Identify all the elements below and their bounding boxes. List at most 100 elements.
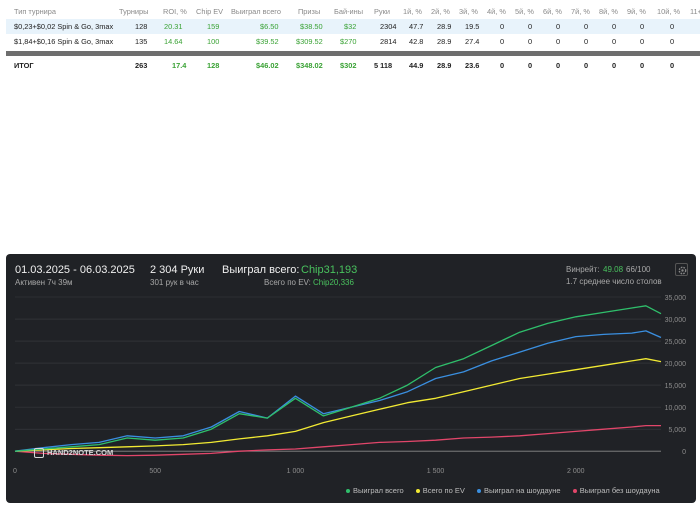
y-tick-label: 5,000 xyxy=(668,427,686,434)
cell-5th: 0 xyxy=(528,37,533,46)
col-header-9th[interactable]: 9й, % xyxy=(627,7,646,16)
y-tick-label: 0 xyxy=(682,449,686,456)
tournament-stats-table: Тип турнира Турниры ROI, % Chip EV Выигр… xyxy=(6,4,700,73)
legend-item-ev[interactable]: Всего по EV xyxy=(415,486,465,495)
col-header-type[interactable]: Тип турнира xyxy=(14,7,56,16)
col-header-1st[interactable]: 1й, % xyxy=(403,7,422,16)
total-prizes: $348.02 xyxy=(296,61,323,70)
cell-7th: 0 xyxy=(584,37,589,46)
logo: HAND2NOTE.COM xyxy=(34,448,113,459)
cell-1st: 47.7 xyxy=(409,22,424,31)
col-header-8th[interactable]: 8й, % xyxy=(599,7,618,16)
y-tick-label: 15,000 xyxy=(665,383,687,390)
col-header-3rd[interactable]: 3й, % xyxy=(459,7,478,16)
col-header-chip-ev[interactable]: Chip EV xyxy=(196,7,224,16)
col-header-11plus[interactable]: 11+ xyxy=(690,7,700,16)
col-header-10th[interactable]: 10й, % xyxy=(657,7,681,16)
table-row[interactable]: $1,84+$0,16 Spin & Go, 3max 135 14.64 10… xyxy=(6,34,700,49)
cell-8th: 0 xyxy=(612,37,617,46)
cell-buyins: $32 xyxy=(344,22,357,31)
y-tick-label: 20,000 xyxy=(665,361,687,368)
results-line-chart: 0 5,000 10,000 15,000 20,000 25,000 30,000 35,0… xyxy=(13,295,687,475)
col-header-4th[interactable]: 4й, % xyxy=(487,7,506,16)
legend-dot-won-total xyxy=(346,489,350,494)
total-tournaments: 263 xyxy=(135,61,148,70)
cell-3rd: 19.5 xyxy=(465,22,480,31)
col-header-6th[interactable]: 6й, % xyxy=(543,7,562,16)
winrate-rest: 66/100 xyxy=(626,265,651,274)
total-chip-ev: 128 xyxy=(207,61,220,70)
x-tick-label: 1 000 xyxy=(287,468,305,475)
gear-icon xyxy=(678,266,687,275)
ev-total-value: Chip20,336 xyxy=(313,278,354,287)
y-tick-label: 30,000 xyxy=(665,317,687,324)
won-total-value: Chip31,193 xyxy=(301,264,358,276)
total-10th: 0 xyxy=(670,61,675,70)
total-roi: 17.4 xyxy=(172,61,187,70)
ev-total-label: Всего по EV: xyxy=(264,278,311,287)
results-graph-panel: 01.03.2025 - 06.03.2025 Активен 7ч 39м 2… xyxy=(6,254,696,503)
cell-6th: 0 xyxy=(556,22,561,31)
legend-dot-showdown xyxy=(476,489,481,494)
cell-roi: 14.64 xyxy=(164,37,183,46)
y-tick-label: 25,000 xyxy=(665,339,687,346)
cell-type: $0,23+$0,02 Spin & Go, 3max xyxy=(14,22,114,31)
col-header-tournaments[interactable]: Турниры xyxy=(119,7,149,16)
cell-10th: 0 xyxy=(670,37,675,46)
col-header-2nd[interactable]: 2й, % xyxy=(431,7,450,16)
x-tick-label: 500 xyxy=(149,468,161,475)
total-5th: 0 xyxy=(528,61,533,70)
cell-4th: 0 xyxy=(500,22,505,31)
legend-item-showdown[interactable]: Выиграл на шоудауне xyxy=(476,486,561,495)
cell-10th: 0 xyxy=(670,22,675,31)
col-header-prizes[interactable]: Призы xyxy=(298,7,321,16)
chart-legend: Выиграл всего Всего по EV Выиграл на шоу… xyxy=(346,486,660,495)
settings-button[interactable] xyxy=(675,263,688,276)
cell-tournaments: 135 xyxy=(135,37,148,46)
cell-4th: 0 xyxy=(500,37,505,46)
cell-tournaments: 128 xyxy=(135,22,148,31)
cell-chip-ev: 159 xyxy=(207,22,220,31)
cell-9th: 0 xyxy=(640,37,645,46)
col-header-roi[interactable]: ROI, % xyxy=(163,7,187,16)
cell-1st: 42.8 xyxy=(409,37,424,46)
col-header-won-total[interactable]: Выиграл всего xyxy=(231,7,281,16)
total-7th: 0 xyxy=(584,61,589,70)
x-tick-label: 0 xyxy=(13,468,17,475)
col-header-5th[interactable]: 5й, % xyxy=(515,7,534,16)
col-header-hands[interactable]: Руки xyxy=(374,7,390,16)
total-6th: 0 xyxy=(556,61,561,70)
winrate-label: Винрейт: xyxy=(566,265,600,274)
legend-item-won-total[interactable]: Выиграл всего xyxy=(346,486,404,495)
total-9th: 0 xyxy=(640,61,645,70)
legend-label: Выиграл всего xyxy=(353,486,404,495)
series-line-3 xyxy=(14,424,661,457)
legend-item-no-showdown[interactable]: Выиграл без шоудауна xyxy=(572,486,660,495)
legend-dot-no-showdown xyxy=(572,489,577,494)
total-8th: 0 xyxy=(612,61,617,70)
table-row[interactable]: $0,23+$0,02 Spin & Go, 3max 128 20.31 15… xyxy=(6,19,700,34)
legend-label: Всего по EV xyxy=(422,486,465,495)
series-line-1 xyxy=(14,358,662,452)
total-buyins: $302 xyxy=(340,61,357,70)
col-header-buyins[interactable]: Бай-ины xyxy=(334,7,364,16)
legend-label: Выиграл без шоудауна xyxy=(579,486,660,495)
hands-count: 2 304 Руки xyxy=(150,264,205,276)
col-header-7th[interactable]: 7й, % xyxy=(571,7,590,16)
total-2nd: 28.9 xyxy=(437,61,452,70)
date-range: 01.03.2025 - 06.03.2025 xyxy=(15,264,135,276)
table-scrollbar[interactable] xyxy=(6,51,700,56)
total-4th: 0 xyxy=(500,61,505,70)
hands-per-hour: 301 рук в час xyxy=(150,278,199,287)
cell-3rd: 27.4 xyxy=(465,37,480,46)
series-line-2 xyxy=(14,330,662,452)
logo-mark xyxy=(34,448,44,459)
cell-hands: 2814 xyxy=(380,37,397,46)
cell-type: $1,84+$0,16 Spin & Go, 3max xyxy=(14,37,114,46)
cell-5th: 0 xyxy=(528,22,533,31)
x-tick-label: 2 000 xyxy=(567,468,585,475)
cell-9th: 0 xyxy=(640,22,645,31)
legend-dot-ev xyxy=(415,489,420,494)
total-label: ИТОГ xyxy=(14,61,34,70)
